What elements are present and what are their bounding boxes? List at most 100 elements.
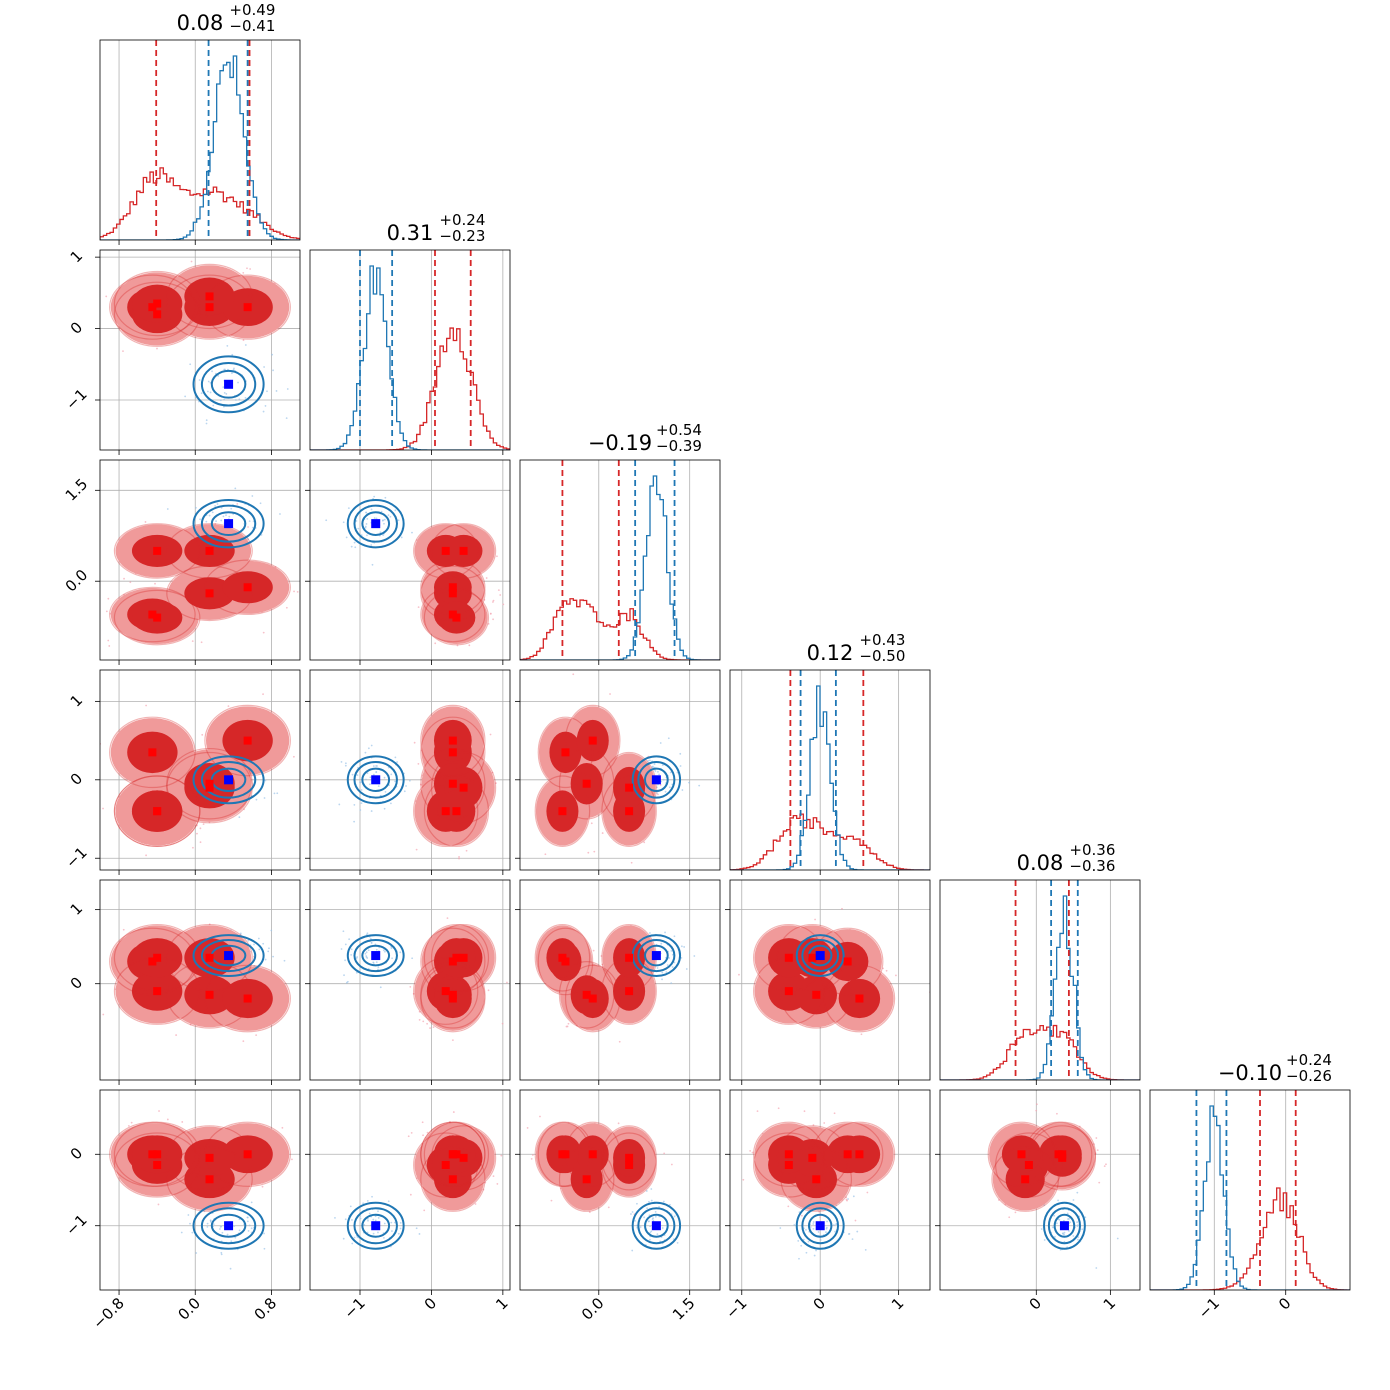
blue-sample-point: [360, 802, 363, 805]
red-sample-point: [227, 705, 230, 708]
blue-sample-point: [372, 773, 375, 776]
blue-center-marker: [371, 951, 381, 961]
blue-sample-point: [374, 1215, 377, 1218]
blue-sample-point: [232, 368, 235, 371]
blue-sample-point: [698, 784, 701, 787]
blue-center-marker: [815, 951, 825, 961]
red-sample-point: [530, 1157, 533, 1160]
red-contour-line: [991, 1146, 1060, 1212]
blue-sample-point: [375, 765, 377, 767]
blue-sample-point: [813, 1254, 816, 1257]
blue-contour-line: [637, 760, 676, 799]
blue-sample-point: [856, 1230, 859, 1233]
red-sample-point: [458, 857, 460, 860]
blue-sample-point: [371, 1195, 373, 1198]
blue-sample-point: [399, 1221, 402, 1224]
blue-sample-point: [669, 1203, 671, 1206]
red-contour-line: [113, 589, 201, 646]
red-sample-point: [465, 707, 468, 710]
blue-contour-line: [192, 498, 265, 549]
x-tick-label: 0: [1275, 1294, 1294, 1313]
blue-sample-point: [220, 506, 223, 509]
blue-sample-point: [228, 515, 231, 518]
red-contour-line: [204, 559, 291, 616]
blue-sample-point: [367, 747, 370, 750]
blue-sample-point: [344, 762, 347, 765]
blue-center-marker: [651, 951, 661, 961]
red-contour-line: [534, 775, 591, 847]
panel-title: 0.12: [807, 641, 854, 665]
red-contour-line: [166, 747, 253, 820]
blue-sample-point: [377, 968, 379, 971]
red-mode-marker: [459, 953, 468, 962]
blue-sample-point: [1067, 1218, 1069, 1220]
blue-sample-point: [350, 953, 353, 956]
blue-sample-point: [370, 544, 373, 546]
blue-sample-point: [334, 1217, 336, 1219]
red-sample-point: [885, 969, 888, 972]
red-sample-point: [502, 603, 505, 606]
blue-sample-point: [372, 1218, 375, 1221]
red-mode-marker: [205, 303, 214, 312]
red-sample-point: [452, 1111, 455, 1113]
blue-sample-point: [658, 773, 661, 776]
blue-sample-point: [377, 785, 380, 788]
red-contour-line: [780, 1146, 853, 1212]
blue-sample-point: [247, 538, 250, 540]
blue-sample-point: [365, 511, 367, 514]
red-mode-marker: [205, 953, 214, 962]
blue-sample-point: [214, 504, 216, 507]
blue-sample-point: [226, 344, 229, 347]
blue-sample-point: [393, 1221, 396, 1224]
blue-sample-point: [262, 942, 265, 945]
panel-frame: [519, 879, 721, 1081]
red-sample-point: [102, 807, 104, 810]
blue-sample-point: [647, 759, 650, 762]
blue-sample-point: [369, 776, 372, 779]
blue-sample-point: [634, 1219, 636, 1222]
blue-sample-point: [812, 1221, 815, 1223]
blue-sample-point: [382, 949, 385, 952]
blue-sample-point: [671, 953, 674, 956]
red-histogram: [730, 813, 930, 870]
y-tick-label: 1: [67, 247, 86, 266]
blue-sample-point: [253, 943, 255, 946]
blue-sample-point: [267, 950, 270, 953]
blue-sample-point: [226, 1233, 229, 1236]
blue-sample-point: [660, 942, 663, 945]
red-sample-point: [526, 1127, 529, 1129]
x-tick-label: −1: [722, 1294, 750, 1322]
blue-sample-point: [263, 797, 266, 799]
blue-sample-point: [657, 770, 659, 773]
red-sample-point: [483, 598, 486, 601]
red-sample-point: [409, 985, 412, 988]
red-contour-line: [430, 751, 497, 824]
red-sample-point: [190, 260, 193, 263]
panel-5-2: 0.0 1.5: [515, 1089, 721, 1324]
blue-sample-point: [382, 534, 385, 537]
panel-frame: [519, 459, 721, 661]
blue-contour-line: [637, 939, 676, 973]
blue-contour-line: [192, 755, 265, 805]
red-sample-point: [609, 693, 611, 695]
red-mode-marker: [812, 1175, 821, 1184]
red-contour-line: [420, 1121, 486, 1187]
blue-sample-point: [246, 1216, 249, 1219]
red-contour-line: [430, 1125, 497, 1191]
blue-sample-point: [673, 961, 676, 964]
blue-sample-point: [650, 1188, 653, 1190]
blue-sample-point: [852, 1195, 855, 1198]
red-contour-line: [753, 1121, 825, 1187]
blue-sample-point: [1072, 1199, 1075, 1201]
red-mode-marker: [459, 783, 468, 792]
blue-sample-point: [373, 517, 376, 519]
blue-sample-point: [375, 948, 378, 951]
blue-sample-point: [679, 752, 682, 755]
blue-sample-point: [251, 495, 254, 497]
blue-sample-point: [223, 368, 226, 371]
red-mode-marker: [625, 807, 634, 816]
red-histogram: [940, 1024, 1140, 1080]
blue-sample-point: [345, 536, 348, 539]
blue-sample-point: [273, 792, 276, 795]
red-sample-point: [492, 601, 494, 603]
